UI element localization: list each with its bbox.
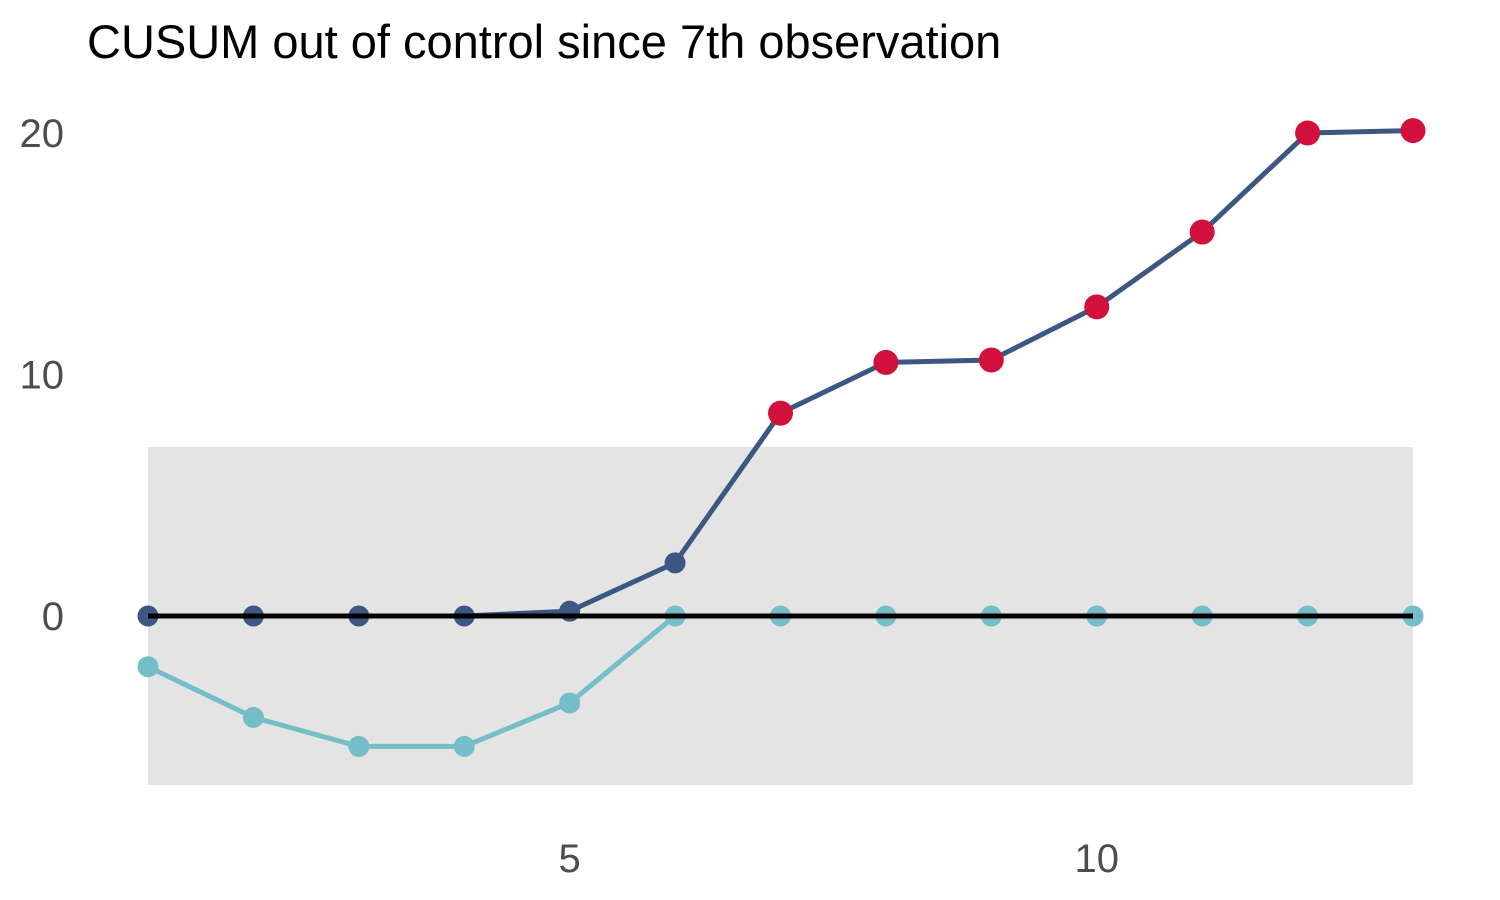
cusum-upper-point: [664, 552, 686, 574]
cusum-upper-point-out-of-control: [873, 349, 899, 375]
y-axis-tick-label: 10: [20, 354, 65, 398]
cusum-upper-point-out-of-control: [768, 400, 793, 426]
chart-title: CUSUM out of control since 7th observati…: [87, 15, 1002, 68]
cusum-upper-point-out-of-control: [1295, 120, 1321, 146]
y-axis-tick-label: 20: [20, 112, 65, 156]
cusum-lower-point: [453, 735, 475, 757]
cusum-lower-point: [137, 656, 159, 678]
cusum-upper-point-out-of-control: [1400, 118, 1426, 144]
cusum-upper-point-out-of-control: [978, 347, 1004, 373]
cusum-upper-point-out-of-control: [1084, 294, 1110, 320]
cusum-upper-point: [559, 600, 581, 622]
x-axis-tick-label: 10: [1075, 837, 1120, 881]
x-axis-tick-label: 5: [559, 837, 581, 881]
cusum-lower-point: [242, 706, 264, 728]
cusum-lower-point: [559, 692, 581, 714]
cusum-lower-point: [348, 735, 370, 757]
cusum-upper-point-out-of-control: [1189, 219, 1215, 245]
y-axis-tick-label: 0: [42, 595, 64, 639]
